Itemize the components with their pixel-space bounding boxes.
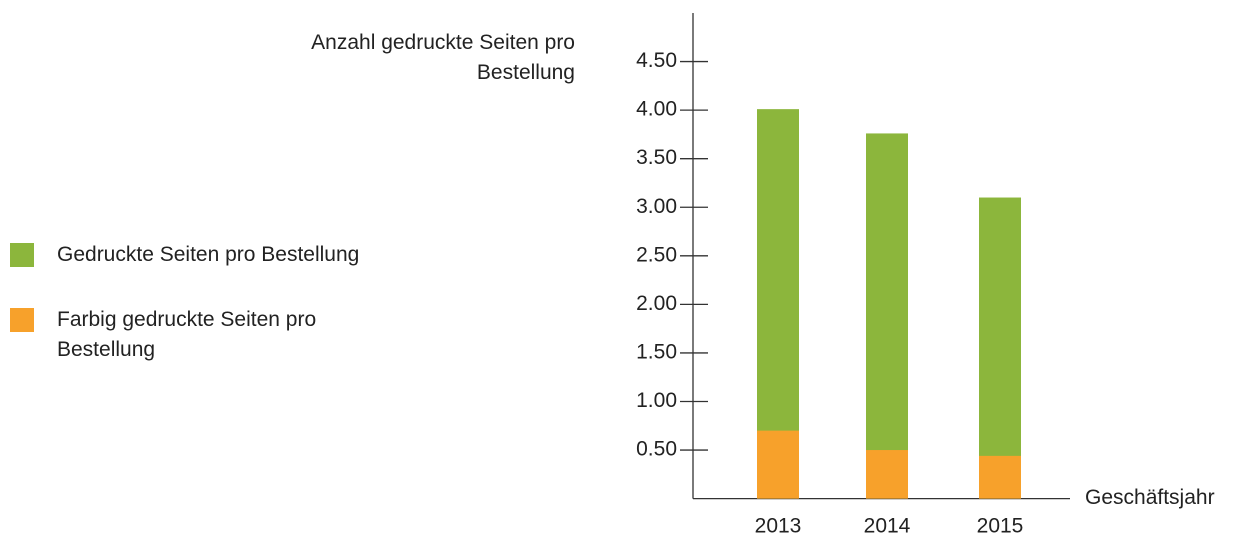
x-tick-label: 2014: [864, 515, 911, 538]
bar: [979, 197, 1021, 499]
legend-swatch: [10, 308, 34, 332]
y-tick-label: 3.50: [636, 146, 677, 169]
y-tick-label: 3.00: [636, 195, 677, 218]
x-tick-label: 2013: [755, 515, 802, 538]
bar: [757, 430, 799, 499]
y-tick-label: 2.00: [636, 292, 677, 315]
legend-swatch: [10, 243, 34, 267]
y-tick-label: 4.50: [636, 49, 677, 72]
y-tick-label: 0.50: [636, 438, 677, 461]
y-tick-label: 2.50: [636, 243, 677, 266]
bar: [979, 455, 1021, 499]
x-axis-title: Geschäftsjahr: [1085, 486, 1215, 509]
bar: [866, 450, 908, 499]
y-axis-title: Anzahl gedruckte Seiten pro Bestellung: [311, 31, 575, 84]
legend-label: Gedruckte Seiten pro Bestellung: [57, 243, 360, 266]
legend-label: Farbig gedruckte Seiten pro Bestellung: [57, 308, 317, 361]
y-tick-label: 4.00: [636, 98, 677, 121]
y-tick-label: 1.50: [636, 340, 677, 363]
bar: [866, 133, 908, 499]
x-tick-label: 2015: [977, 515, 1024, 538]
y-tick-label: 1.00: [636, 389, 677, 412]
